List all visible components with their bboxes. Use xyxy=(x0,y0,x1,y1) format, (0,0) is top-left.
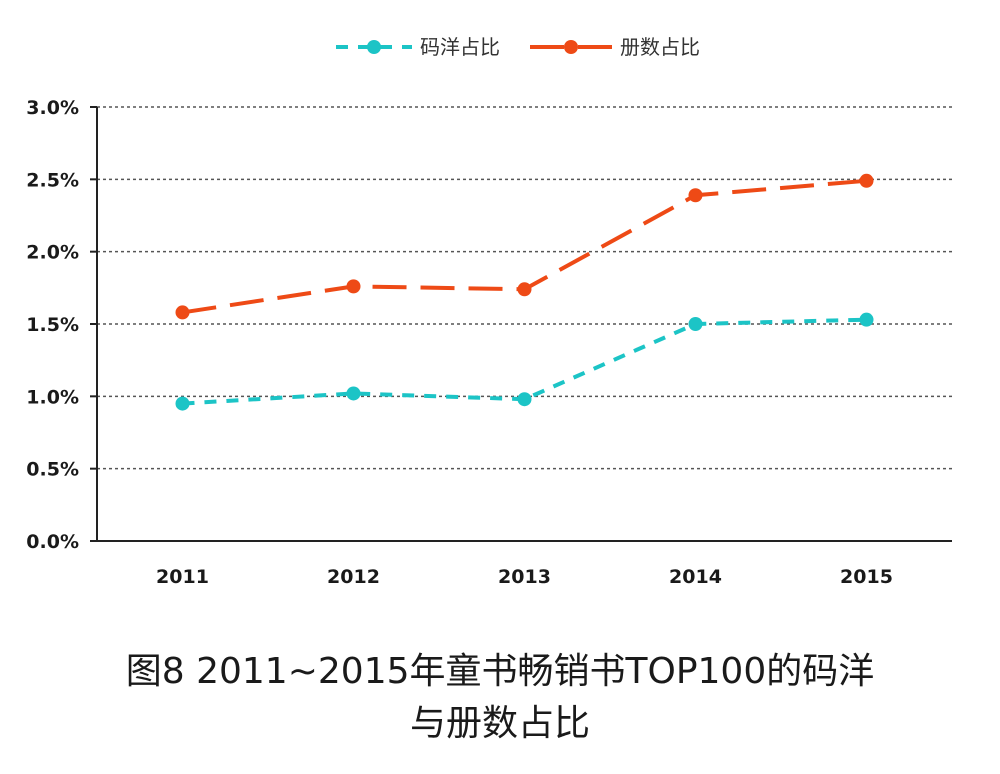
data-point xyxy=(346,279,361,294)
y-tick-label: 0.0% xyxy=(26,531,79,553)
y-tick-label: 0.5% xyxy=(26,459,79,481)
data-point xyxy=(517,392,532,407)
series-group xyxy=(175,173,874,411)
data-point xyxy=(688,317,703,331)
y-tick-label: 1.0% xyxy=(26,386,79,408)
legend: 码洋占比 册数占比 xyxy=(336,35,700,59)
line-chart: 码洋占比 册数占比 0.0% 0.5% 1.0% 1.5% 2.0% 2.5% 3.0% 20… xyxy=(26,35,952,588)
y-tick-label: 2.0% xyxy=(26,242,79,264)
data-point xyxy=(517,282,532,297)
y-tick-label: 3.0% xyxy=(26,97,79,119)
data-point xyxy=(688,188,703,203)
x-tick-label: 2014 xyxy=(669,566,722,588)
figure-caption-line-2: 与册数占比 xyxy=(409,703,590,744)
x-tick-label: 2011 xyxy=(156,566,209,588)
figure-caption-line-1: 图8 2011~2015年童书畅销书TOP100的码洋 xyxy=(125,651,875,692)
legend-label: 码洋占比 xyxy=(420,35,500,59)
x-tick-label: 2015 xyxy=(840,566,893,588)
legend-swatch-marker xyxy=(367,40,381,54)
data-point xyxy=(175,396,190,411)
data-point xyxy=(346,386,361,401)
legend-label: 册数占比 xyxy=(620,35,700,59)
data-point xyxy=(175,305,190,320)
y-tick-label: 2.5% xyxy=(26,169,79,191)
series-line-1 xyxy=(182,317,867,406)
x-tick-labels: 2011 2012 2013 2014 2015 xyxy=(156,566,893,588)
legend-swatch-marker xyxy=(564,40,578,54)
y-tick-labels: 0.0% 0.5% 1.0% 1.5% 2.0% 2.5% 3.0% xyxy=(26,97,79,553)
x-tick-label: 2013 xyxy=(498,566,551,588)
y-tick-label: 1.5% xyxy=(26,314,79,336)
data-point xyxy=(859,173,874,188)
data-point xyxy=(859,312,874,327)
x-tick-label: 2012 xyxy=(327,566,380,588)
axes xyxy=(90,106,952,542)
